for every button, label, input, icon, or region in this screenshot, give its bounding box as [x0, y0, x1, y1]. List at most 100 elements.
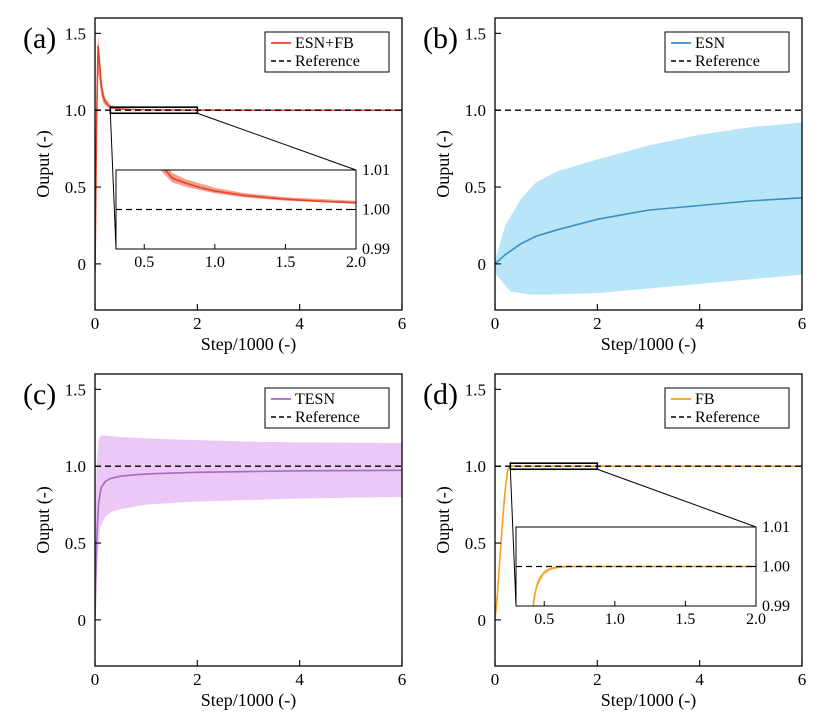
y-tick-label: 0.5 — [465, 178, 486, 197]
inset-plot-area — [516, 565, 756, 606]
x-axis-label: Step/1000 (-) — [601, 334, 696, 355]
y-tick-label: 0 — [78, 611, 87, 630]
zoom-connector-right — [597, 468, 757, 528]
legend-box — [264, 387, 390, 429]
inset-x-tick-label: 0.5 — [134, 254, 154, 271]
panel-c: 0 2 4 6 0 0.5 1.0 1.5 Step/1000 (-) Ouput (-) (c) T… — [23, 373, 407, 711]
x-tick-label: 4 — [695, 670, 704, 689]
x-axis-label: Step/1000 (-) — [201, 334, 296, 355]
y-axis-label: Ouput (-) — [433, 486, 454, 553]
x-tick-label: 4 — [695, 314, 704, 333]
inset-plot-area — [116, 170, 356, 211]
x-tick-label: 2 — [593, 314, 602, 333]
legend-box — [264, 31, 390, 73]
inset-mean-line — [164, 170, 356, 204]
zoom-connector-left — [109, 113, 117, 250]
panel-label: (d) — [423, 378, 458, 411]
axes-frame — [94, 17, 403, 311]
legend-box — [664, 387, 790, 429]
inset: 0.5 1.0 1.5 2.00.99 1.00 1.01 — [115, 162, 390, 271]
y-axis-label: Ouput (-) — [33, 486, 54, 553]
inset-x-tick-label: 1.0 — [605, 611, 625, 628]
x-tick-label: 2 — [193, 314, 202, 333]
panel-b: 0 2 4 6 0 0.5 1.0 1.5 Step/1000 (-) Ouput (-) (b) E… — [423, 17, 807, 355]
plot-area — [495, 109, 802, 295]
x-tick-label: 0 — [91, 670, 100, 689]
panel-d: 0.5 1.0 1.5 2.00.99 1.00 1.01 0 2 4 6 0 0.5 1.0 1.5 St… — [423, 373, 807, 711]
y-tick-label: 0 — [478, 611, 487, 630]
legend-series-label: ESN — [695, 35, 726, 52]
y-tick-label: 0 — [478, 255, 487, 274]
inset-y-tick-label: 1.01 — [762, 519, 790, 536]
inset-x-tick-label: 0.5 — [534, 611, 554, 628]
zoom-box — [109, 106, 199, 115]
y-axis-label: Ouput (-) — [33, 130, 54, 197]
mean-line — [95, 469, 402, 620]
y-tick-label: 0.5 — [65, 534, 86, 553]
y-axis-label: Ouput (-) — [433, 130, 454, 197]
zoom-box — [509, 462, 599, 471]
inset-y-tick-label: 1.00 — [762, 559, 790, 576]
inset-y-tick-label: 0.99 — [762, 598, 790, 615]
inset-x-tick-label: 2.0 — [746, 611, 766, 628]
legend-reference-label: Reference — [295, 53, 360, 70]
y-tick-label: 1.5 — [465, 380, 486, 399]
x-tick-label: 4 — [295, 670, 304, 689]
inset-y-tick-label: 1.00 — [362, 202, 390, 219]
panel-label: (b) — [423, 22, 458, 55]
inset-x-tick-label: 1.5 — [675, 611, 695, 628]
plot-area — [95, 435, 402, 620]
legend-series-label: FB — [695, 391, 715, 408]
legend-reference-label: Reference — [695, 53, 760, 70]
inset-x-tick-label: 1.5 — [275, 254, 295, 271]
y-tick-label: 0.5 — [65, 178, 86, 197]
zoom-connector-right — [197, 112, 357, 171]
y-tick-label: 0 — [78, 255, 87, 274]
legend-reference-label: Reference — [695, 409, 760, 426]
x-tick-label: 2 — [593, 670, 602, 689]
mean-line — [495, 197, 802, 265]
x-tick-label: 6 — [798, 670, 807, 689]
x-tick-label: 6 — [798, 314, 807, 333]
y-tick-label: 1.5 — [65, 380, 86, 399]
inset-y-tick-label: 0.99 — [362, 241, 390, 258]
x-tick-label: 0 — [91, 314, 100, 333]
y-tick-label: 1.0 — [465, 457, 486, 476]
plot-area — [95, 36, 402, 298]
panel-label: (c) — [23, 378, 56, 411]
axes-frame — [494, 373, 803, 667]
zoom-connector-left — [509, 469, 517, 607]
x-tick-label: 0 — [491, 670, 500, 689]
mean-line — [95, 45, 402, 272]
std-band — [495, 122, 802, 295]
y-tick-label: 0.5 — [465, 534, 486, 553]
axes-frame — [94, 373, 403, 667]
x-tick-label: 6 — [398, 670, 407, 689]
panel-label: (a) — [23, 22, 56, 55]
inset-y-tick-label: 1.01 — [362, 162, 390, 179]
panel-a: 0.5 1.0 1.5 2.00.99 1.00 1.01 0 2 4 6 0 0.5 1.0 1.5 St… — [23, 17, 407, 355]
y-tick-label: 1.0 — [65, 101, 86, 120]
x-tick-label: 6 — [398, 314, 407, 333]
x-axis-label: Step/1000 (-) — [601, 690, 696, 711]
y-tick-label: 1.5 — [465, 24, 486, 43]
x-tick-label: 2 — [193, 670, 202, 689]
y-tick-label: 1.5 — [65, 24, 86, 43]
x-tick-label: 0 — [491, 314, 500, 333]
x-tick-label: 4 — [295, 314, 304, 333]
legend-reference-label: Reference — [295, 409, 360, 426]
std-band — [95, 435, 402, 620]
legend-box — [664, 31, 790, 73]
inset: 0.5 1.0 1.5 2.00.99 1.00 1.01 — [515, 519, 790, 628]
legend-series-label: TESN — [295, 391, 335, 408]
inset-x-tick-label: 1.0 — [205, 254, 225, 271]
inset-x-tick-label: 2.0 — [346, 254, 366, 271]
legend-series-label: ESN+FB — [295, 35, 354, 52]
y-tick-label: 1.0 — [65, 457, 86, 476]
x-axis-label: Step/1000 (-) — [201, 690, 296, 711]
y-tick-label: 1.0 — [465, 101, 486, 120]
